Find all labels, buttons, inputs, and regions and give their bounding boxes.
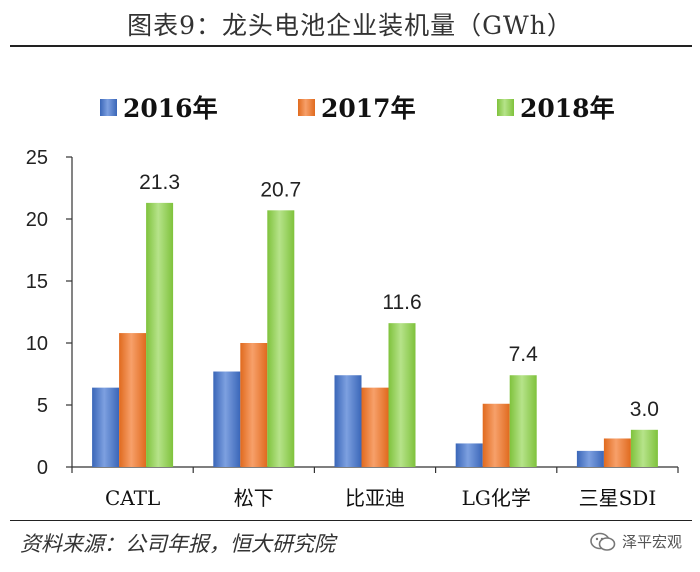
x-tick-label: CATL bbox=[105, 486, 160, 510]
y-tick-label: 20 bbox=[26, 209, 48, 231]
bars bbox=[92, 202, 658, 467]
data-label: 7.4 bbox=[509, 343, 539, 366]
y-tick-label: 25 bbox=[26, 147, 48, 169]
chart-title: 图表9：龙头电池企业装机量（GWh） bbox=[127, 11, 573, 40]
title-rule bbox=[10, 45, 692, 47]
x-axis: CATL 松下 比亚迪 LG化学 三星SDI bbox=[71, 466, 679, 510]
bar-2018年-LG化学 bbox=[509, 375, 537, 467]
bar-2016年-松下 bbox=[213, 371, 241, 467]
legend-swatch bbox=[497, 99, 514, 116]
bar-2017年-比亚迪 bbox=[361, 387, 389, 467]
watermark: 泽平宏观 bbox=[590, 531, 682, 552]
source-note: 资料来源：公司年报，恒大研究院 bbox=[20, 532, 335, 556]
watermark-text: 泽平宏观 bbox=[621, 533, 682, 551]
x-tick-label: 比亚迪 bbox=[345, 486, 405, 510]
x-tick-label: LG化学 bbox=[462, 486, 531, 510]
bar-2017年-LG化学 bbox=[482, 403, 510, 467]
legend-swatch bbox=[298, 99, 315, 116]
wechat-icon bbox=[590, 532, 616, 551]
bar-2016年-CATL bbox=[92, 387, 120, 467]
y-tick-label: 10 bbox=[26, 333, 48, 355]
bar-2017年-松下 bbox=[240, 343, 268, 467]
y-tick-label: 5 bbox=[37, 395, 48, 417]
bar-2018年-比亚迪 bbox=[388, 323, 416, 467]
data-label: 11.6 bbox=[382, 291, 421, 314]
data-labels: 21.3 20.7 11.6 7.4 3.0 bbox=[139, 171, 659, 421]
x-tick-label: 三星SDI bbox=[579, 486, 657, 510]
legend-label: 2017年 bbox=[321, 94, 416, 123]
bar-2017年-三星SDI bbox=[603, 438, 631, 467]
bar-2018年-三星SDI bbox=[630, 429, 658, 467]
data-label: 20.7 bbox=[260, 178, 301, 201]
footer-rule bbox=[10, 520, 692, 521]
bar-2016年-LG化学 bbox=[455, 443, 483, 467]
bar-2017年-CATL bbox=[119, 333, 147, 467]
bar-2016年-比亚迪 bbox=[334, 375, 362, 467]
legend-swatch bbox=[100, 99, 117, 116]
legend-label: 2018年 bbox=[520, 94, 615, 123]
y-tick-label: 0 bbox=[37, 457, 48, 479]
bar-2018年-CATL bbox=[146, 202, 174, 467]
y-axis: 0 5 10 15 20 25 bbox=[26, 147, 73, 479]
y-tick-label: 15 bbox=[26, 271, 48, 293]
x-tick-label: 松下 bbox=[234, 486, 274, 510]
bar-2016年-三星SDI bbox=[576, 450, 604, 467]
data-label: 3.0 bbox=[630, 398, 659, 421]
data-label: 21.3 bbox=[139, 171, 180, 194]
legend-label: 2016年 bbox=[123, 94, 218, 123]
bar-2018年-松下 bbox=[267, 210, 295, 467]
bar-chart: 2016年 2017年 2018年 0 5 10 15 20 25 CATL 松下 比亚迪 LG化学… bbox=[26, 94, 679, 510]
legend: 2016年 2017年 2018年 bbox=[100, 94, 615, 123]
